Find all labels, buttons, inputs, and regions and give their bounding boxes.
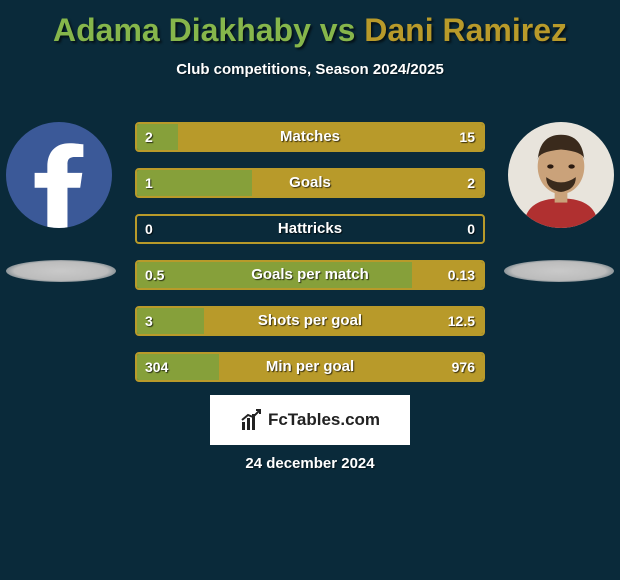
logo-text: FcTables.com	[268, 410, 380, 430]
comparison-bars: Matches215Goals12Hattricks00Goals per ma…	[135, 122, 485, 398]
stat-value-left: 3	[145, 308, 153, 334]
vs-text: vs	[311, 12, 364, 48]
stat-row: Hattricks0 0	[135, 214, 485, 244]
stat-value-right: 0	[467, 216, 475, 242]
player2-name: Dani Ramirez	[364, 12, 567, 48]
stat-row: Goals per match0.5 0.13	[135, 260, 485, 290]
stat-value-right: 0.13	[448, 262, 475, 288]
player2-shadow	[504, 260, 614, 282]
stat-row: Min per goal304 976	[135, 352, 485, 382]
stat-label: Goals per match	[137, 262, 483, 288]
stat-row: Goals1 2	[135, 168, 485, 198]
stat-value-left: 1	[145, 170, 153, 196]
date-text: 24 december 2024	[0, 455, 620, 472]
player1-shadow	[6, 260, 116, 282]
stat-label: Matches	[137, 124, 483, 150]
player1-avatar	[6, 122, 112, 228]
stat-row: Shots per goal3 12.5	[135, 306, 485, 336]
stat-value-right: 976	[452, 354, 475, 380]
stat-label: Shots per goal	[137, 308, 483, 334]
stat-value-left: 304	[145, 354, 168, 380]
stat-value-right: 12.5	[448, 308, 475, 334]
stat-value-left: 0.5	[145, 262, 164, 288]
stat-value-right: 2	[467, 170, 475, 196]
stat-value-right: 15	[459, 124, 475, 150]
stat-label: Hattricks	[137, 216, 483, 242]
stat-value-left: 2	[145, 124, 153, 150]
stat-label: Min per goal	[137, 354, 483, 380]
stat-value-left: 0	[145, 216, 153, 242]
player2-avatar	[508, 122, 614, 228]
subtitle: Club competitions, Season 2024/2025	[0, 61, 620, 78]
stat-label: Goals	[137, 170, 483, 196]
page-title: Adama Diakhaby vs Dani Ramirez	[0, 0, 620, 49]
stat-row: Matches2 15	[135, 122, 485, 152]
player1-name: Adama Diakhaby	[53, 12, 311, 48]
fctables-logo: FcTables.com	[210, 395, 410, 445]
chart-icon	[240, 408, 264, 432]
